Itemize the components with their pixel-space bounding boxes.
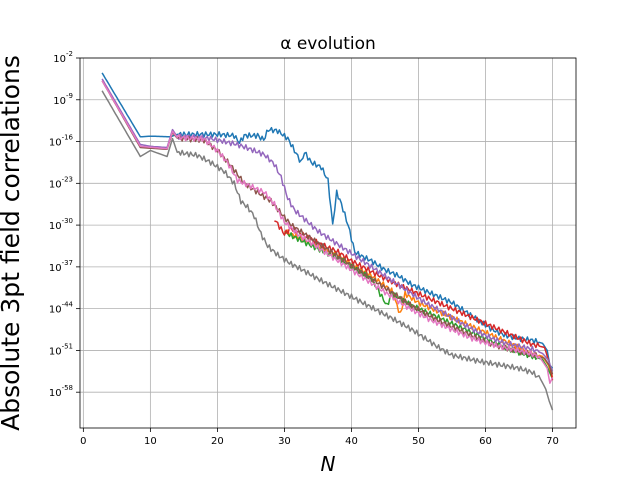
- y-tick-base: 10: [49, 179, 62, 190]
- y-tick-label: 10-44: [49, 301, 74, 316]
- series-line-6: [101, 80, 554, 375]
- x-tick-label: 30: [278, 436, 291, 447]
- y-tick-label: 10-16: [49, 134, 74, 149]
- y-tick-label: 10-30: [49, 217, 73, 232]
- x-tick-label: 70: [546, 436, 559, 447]
- y-tick-exponent: -37: [62, 259, 73, 267]
- y-tick-base: 10: [49, 346, 62, 357]
- x-tick-label: 10: [144, 436, 157, 447]
- series-line-7: [101, 80, 554, 384]
- y-tick-base: 10: [49, 263, 62, 274]
- y-tick-exponent: -23: [62, 175, 73, 183]
- x-tick-label: 50: [412, 436, 425, 447]
- y-tick-exponent: -2: [66, 50, 73, 58]
- y-tick-base: 10: [49, 388, 62, 399]
- y-tick-base: 10: [49, 138, 62, 149]
- y-tick-exponent: -9: [66, 92, 73, 100]
- y-tick-label: 10-2: [53, 50, 73, 65]
- series-line-8: [101, 90, 554, 411]
- y-axis-ticks: 10-210-910-1610-2310-3010-3710-4410-5110…: [49, 50, 80, 399]
- series-line-4: [274, 220, 554, 381]
- y-tick-exponent: -16: [62, 134, 74, 142]
- y-tick-base: 10: [49, 305, 62, 316]
- y-tick-base: 10: [49, 221, 62, 232]
- y-tick-label: 10-9: [53, 92, 73, 107]
- x-tick-label: 60: [479, 436, 492, 447]
- y-tick-exponent: -30: [62, 217, 73, 225]
- x-tick-label: 40: [345, 436, 358, 447]
- y-tick-label: 10-23: [49, 175, 73, 190]
- y-tick-exponent: -44: [62, 301, 74, 309]
- y-tick-label: 10-58: [49, 384, 73, 399]
- x-axis-label: N: [321, 452, 336, 476]
- x-axis-ticks: 0 10 20 30 40 50 60 70: [80, 428, 559, 447]
- y-tick-label: 10-37: [49, 259, 73, 274]
- y-axis-label: Absolute 3pt field correlations: [0, 55, 25, 431]
- y-tick-base: 10: [53, 96, 66, 107]
- y-tick-exponent: -51: [62, 342, 73, 350]
- series-lines: [101, 72, 554, 411]
- chart-title: α evolution: [280, 34, 376, 54]
- y-tick-exponent: -58: [62, 384, 73, 392]
- grid-lines: [80, 57, 576, 428]
- y-tick-label: 10-51: [49, 342, 73, 357]
- plot-frame: [79, 57, 577, 429]
- x-tick-label: 20: [211, 436, 224, 447]
- y-tick-base: 10: [53, 54, 66, 65]
- x-tick-label: 0: [80, 436, 86, 447]
